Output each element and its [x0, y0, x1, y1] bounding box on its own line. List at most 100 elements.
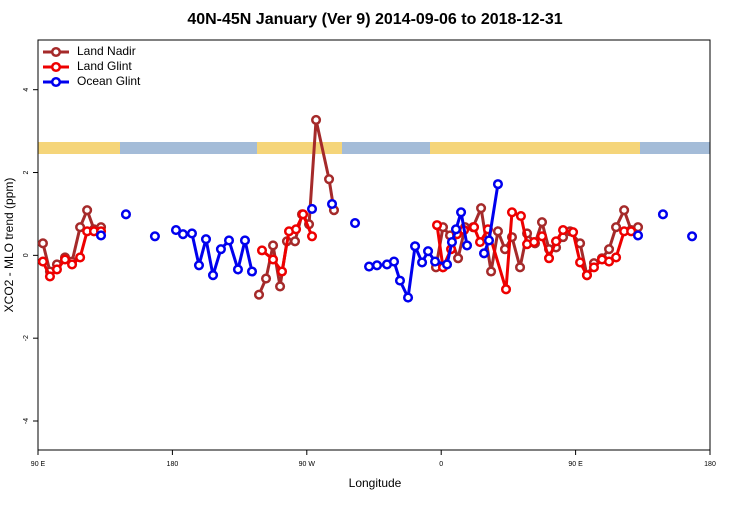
data-point — [349, 218, 361, 229]
data-point — [276, 266, 288, 277]
data-point — [575, 257, 586, 268]
data-point — [588, 262, 600, 273]
data-point — [215, 244, 226, 255]
data-point — [223, 235, 235, 246]
data-point — [446, 237, 458, 248]
legend-swatch-marker — [50, 76, 62, 88]
data-point — [289, 236, 301, 247]
data-point — [514, 262, 526, 273]
x-tick-label: 90 E — [568, 461, 583, 468]
data-point — [423, 246, 434, 257]
data-point — [619, 205, 630, 216]
data-point — [558, 225, 569, 236]
band-land — [38, 142, 120, 154]
y-tick-label: 4 — [23, 88, 30, 92]
data-point — [461, 240, 473, 251]
data-point — [364, 261, 375, 272]
y-axis-label: XCO2 - MLO trend (ppm) — [2, 178, 16, 313]
data-point — [371, 260, 383, 271]
data-point — [626, 226, 637, 237]
data-point — [268, 254, 279, 265]
data-point — [611, 222, 622, 233]
data-point — [253, 289, 265, 300]
data-point — [430, 256, 441, 267]
data-point — [37, 256, 48, 267]
data-point — [536, 231, 548, 242]
data-point — [500, 284, 512, 295]
data-point — [51, 264, 63, 275]
data-point — [239, 235, 251, 246]
data-point — [453, 253, 464, 264]
data-point — [246, 266, 258, 277]
legend-swatch-marker — [50, 61, 62, 73]
legend-swatch-marker — [50, 46, 62, 58]
data-point — [536, 217, 548, 228]
data-point — [186, 228, 198, 239]
data-point — [232, 264, 244, 275]
x-tick-label: 180 — [167, 461, 179, 468]
data-point — [486, 266, 497, 277]
data-point — [529, 237, 540, 248]
data-point — [550, 236, 562, 247]
x-tick-label: 90 E — [31, 461, 46, 468]
data-point — [410, 241, 421, 252]
data-point — [492, 179, 503, 190]
data-point — [506, 207, 518, 218]
data-point — [311, 114, 322, 125]
y-tick-label: 2 — [23, 170, 30, 174]
y-tick-label: -2 — [23, 335, 30, 341]
data-point — [256, 245, 268, 256]
data-point — [417, 257, 428, 268]
data-point — [275, 281, 286, 292]
data-point — [479, 248, 490, 259]
data-point — [170, 225, 182, 236]
data-point — [402, 292, 414, 303]
data-point — [581, 270, 592, 281]
y-tick-label: -4 — [23, 418, 30, 424]
data-point — [120, 209, 132, 220]
data-point — [476, 203, 487, 214]
data-point — [75, 252, 86, 263]
data-point — [568, 227, 579, 238]
data-point — [450, 224, 462, 235]
data-point — [543, 253, 555, 264]
data-point — [441, 259, 453, 270]
data-point — [474, 237, 486, 248]
data-point — [492, 226, 503, 237]
data-point — [469, 222, 480, 233]
data-point — [611, 252, 622, 263]
legend-label: Ocean Glint — [77, 74, 141, 88]
data-point — [456, 207, 467, 218]
data-point — [632, 230, 644, 241]
y-tick-label: 0 — [23, 253, 30, 257]
legend-label: Land Glint — [77, 59, 132, 73]
band-land — [430, 142, 640, 154]
data-point — [388, 256, 400, 267]
x-tick-label: 180 — [704, 461, 716, 468]
land-mask-band — [38, 142, 710, 154]
series-line — [368, 211, 469, 303]
data-point — [604, 256, 615, 267]
data-point — [324, 174, 335, 185]
data-point — [394, 275, 406, 286]
data-point — [82, 205, 93, 216]
plot-frame — [37, 39, 711, 451]
data-point — [657, 209, 669, 220]
data-point — [66, 259, 78, 270]
data-point — [207, 270, 219, 281]
data-point — [75, 222, 86, 233]
data-point — [290, 224, 302, 235]
data-point — [44, 271, 55, 282]
data-point — [306, 231, 318, 242]
data-point — [687, 231, 698, 242]
data-point — [515, 210, 526, 222]
data-point — [260, 273, 272, 284]
data-point — [95, 230, 107, 241]
data-point — [604, 244, 615, 255]
data-point — [298, 209, 309, 220]
data-point — [326, 198, 338, 210]
data-point — [37, 238, 48, 249]
data-point — [177, 229, 189, 240]
